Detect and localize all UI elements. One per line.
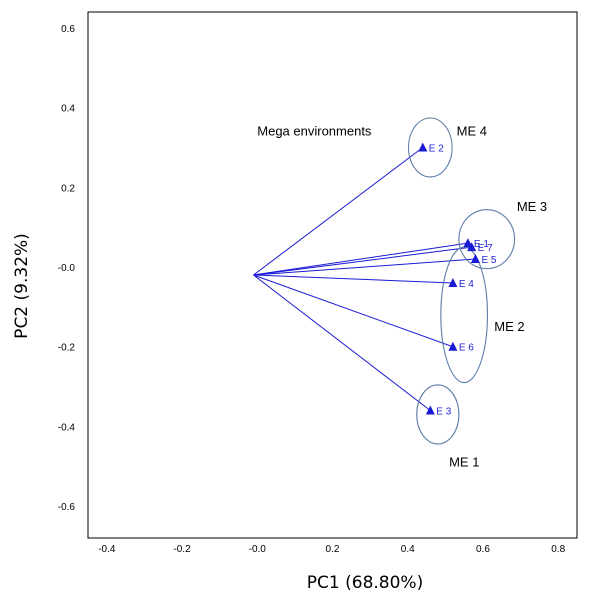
vector-line — [253, 274, 453, 284]
x-tick-label: 0.6 — [476, 544, 490, 555]
y-axis-title: PC2 (9.32%) — [12, 233, 32, 339]
environment-point-label: E 7 — [478, 243, 493, 254]
annotations: Mega environments ME 4 ME 3 ME 2 ME 1 — [257, 124, 547, 470]
annotation-label: ME 2 — [494, 319, 524, 334]
y-tick-label: -0.6 — [58, 502, 76, 513]
environment-point-label: E 1 — [474, 239, 489, 250]
environment-points: E 2 E 1E 7E 5 E 4 E 6 E 3 — [418, 142, 497, 417]
environment-point-marker — [448, 341, 458, 351]
x-tick-labels: -0.4 -0.2 -0.0 0.2 0.4 0.6 0.8 — [98, 544, 565, 555]
mega-environment-ellipse — [407, 117, 453, 178]
x-tick-label: -0.4 — [98, 544, 116, 555]
y-tick-labels: 0.6 0.4 0.2 -0.0 -0.2 -0.4 -0.6 — [58, 24, 76, 513]
environment-point-marker — [448, 277, 458, 287]
x-tick-label: 0.2 — [326, 544, 340, 555]
mega-environment-ellipses — [407, 117, 516, 445]
y-tick-label: 0.4 — [61, 104, 75, 115]
annotation-label: Mega environments — [257, 124, 372, 139]
vector-line — [253, 258, 476, 276]
x-axis-title: PC1 (68.80%) — [307, 573, 423, 593]
mega-environment-ellipse — [458, 209, 516, 270]
vector-line — [253, 274, 431, 411]
y-tick-label: -0.4 — [58, 422, 76, 433]
y-tick-label: -0.2 — [58, 343, 76, 354]
annotation-label: ME 4 — [457, 124, 487, 139]
annotation-label: ME 3 — [517, 199, 547, 214]
x-tick-label: 0.8 — [551, 544, 565, 555]
vector-line — [253, 242, 468, 276]
environment-point-marker — [467, 242, 477, 252]
vector-line — [253, 147, 424, 276]
y-tick-label: 0.6 — [61, 24, 75, 35]
vector-line — [253, 274, 454, 348]
x-tick-label: -0.2 — [173, 544, 191, 555]
x-tick-label: -0.0 — [249, 544, 267, 555]
environment-point-label: E 4 — [459, 279, 474, 290]
plot-frame — [87, 11, 578, 539]
vector-lines — [253, 147, 476, 411]
vector-line — [253, 246, 472, 276]
y-tick-label: 0.2 — [61, 183, 75, 194]
x-tick-label: 0.4 — [401, 544, 415, 555]
mega-environment-ellipse — [416, 384, 460, 445]
environment-point-marker — [470, 254, 480, 264]
environment-point-label: E 3 — [436, 406, 451, 417]
environment-point-marker — [425, 405, 435, 415]
environment-point-marker — [418, 142, 428, 152]
environment-point-label: E 6 — [459, 343, 474, 354]
environment-point-label: E 5 — [481, 255, 496, 266]
environment-point-label: E 2 — [429, 143, 444, 154]
annotation-label: ME 1 — [449, 454, 479, 469]
environment-point-marker — [463, 238, 473, 248]
y-tick-label: -0.0 — [58, 263, 76, 274]
